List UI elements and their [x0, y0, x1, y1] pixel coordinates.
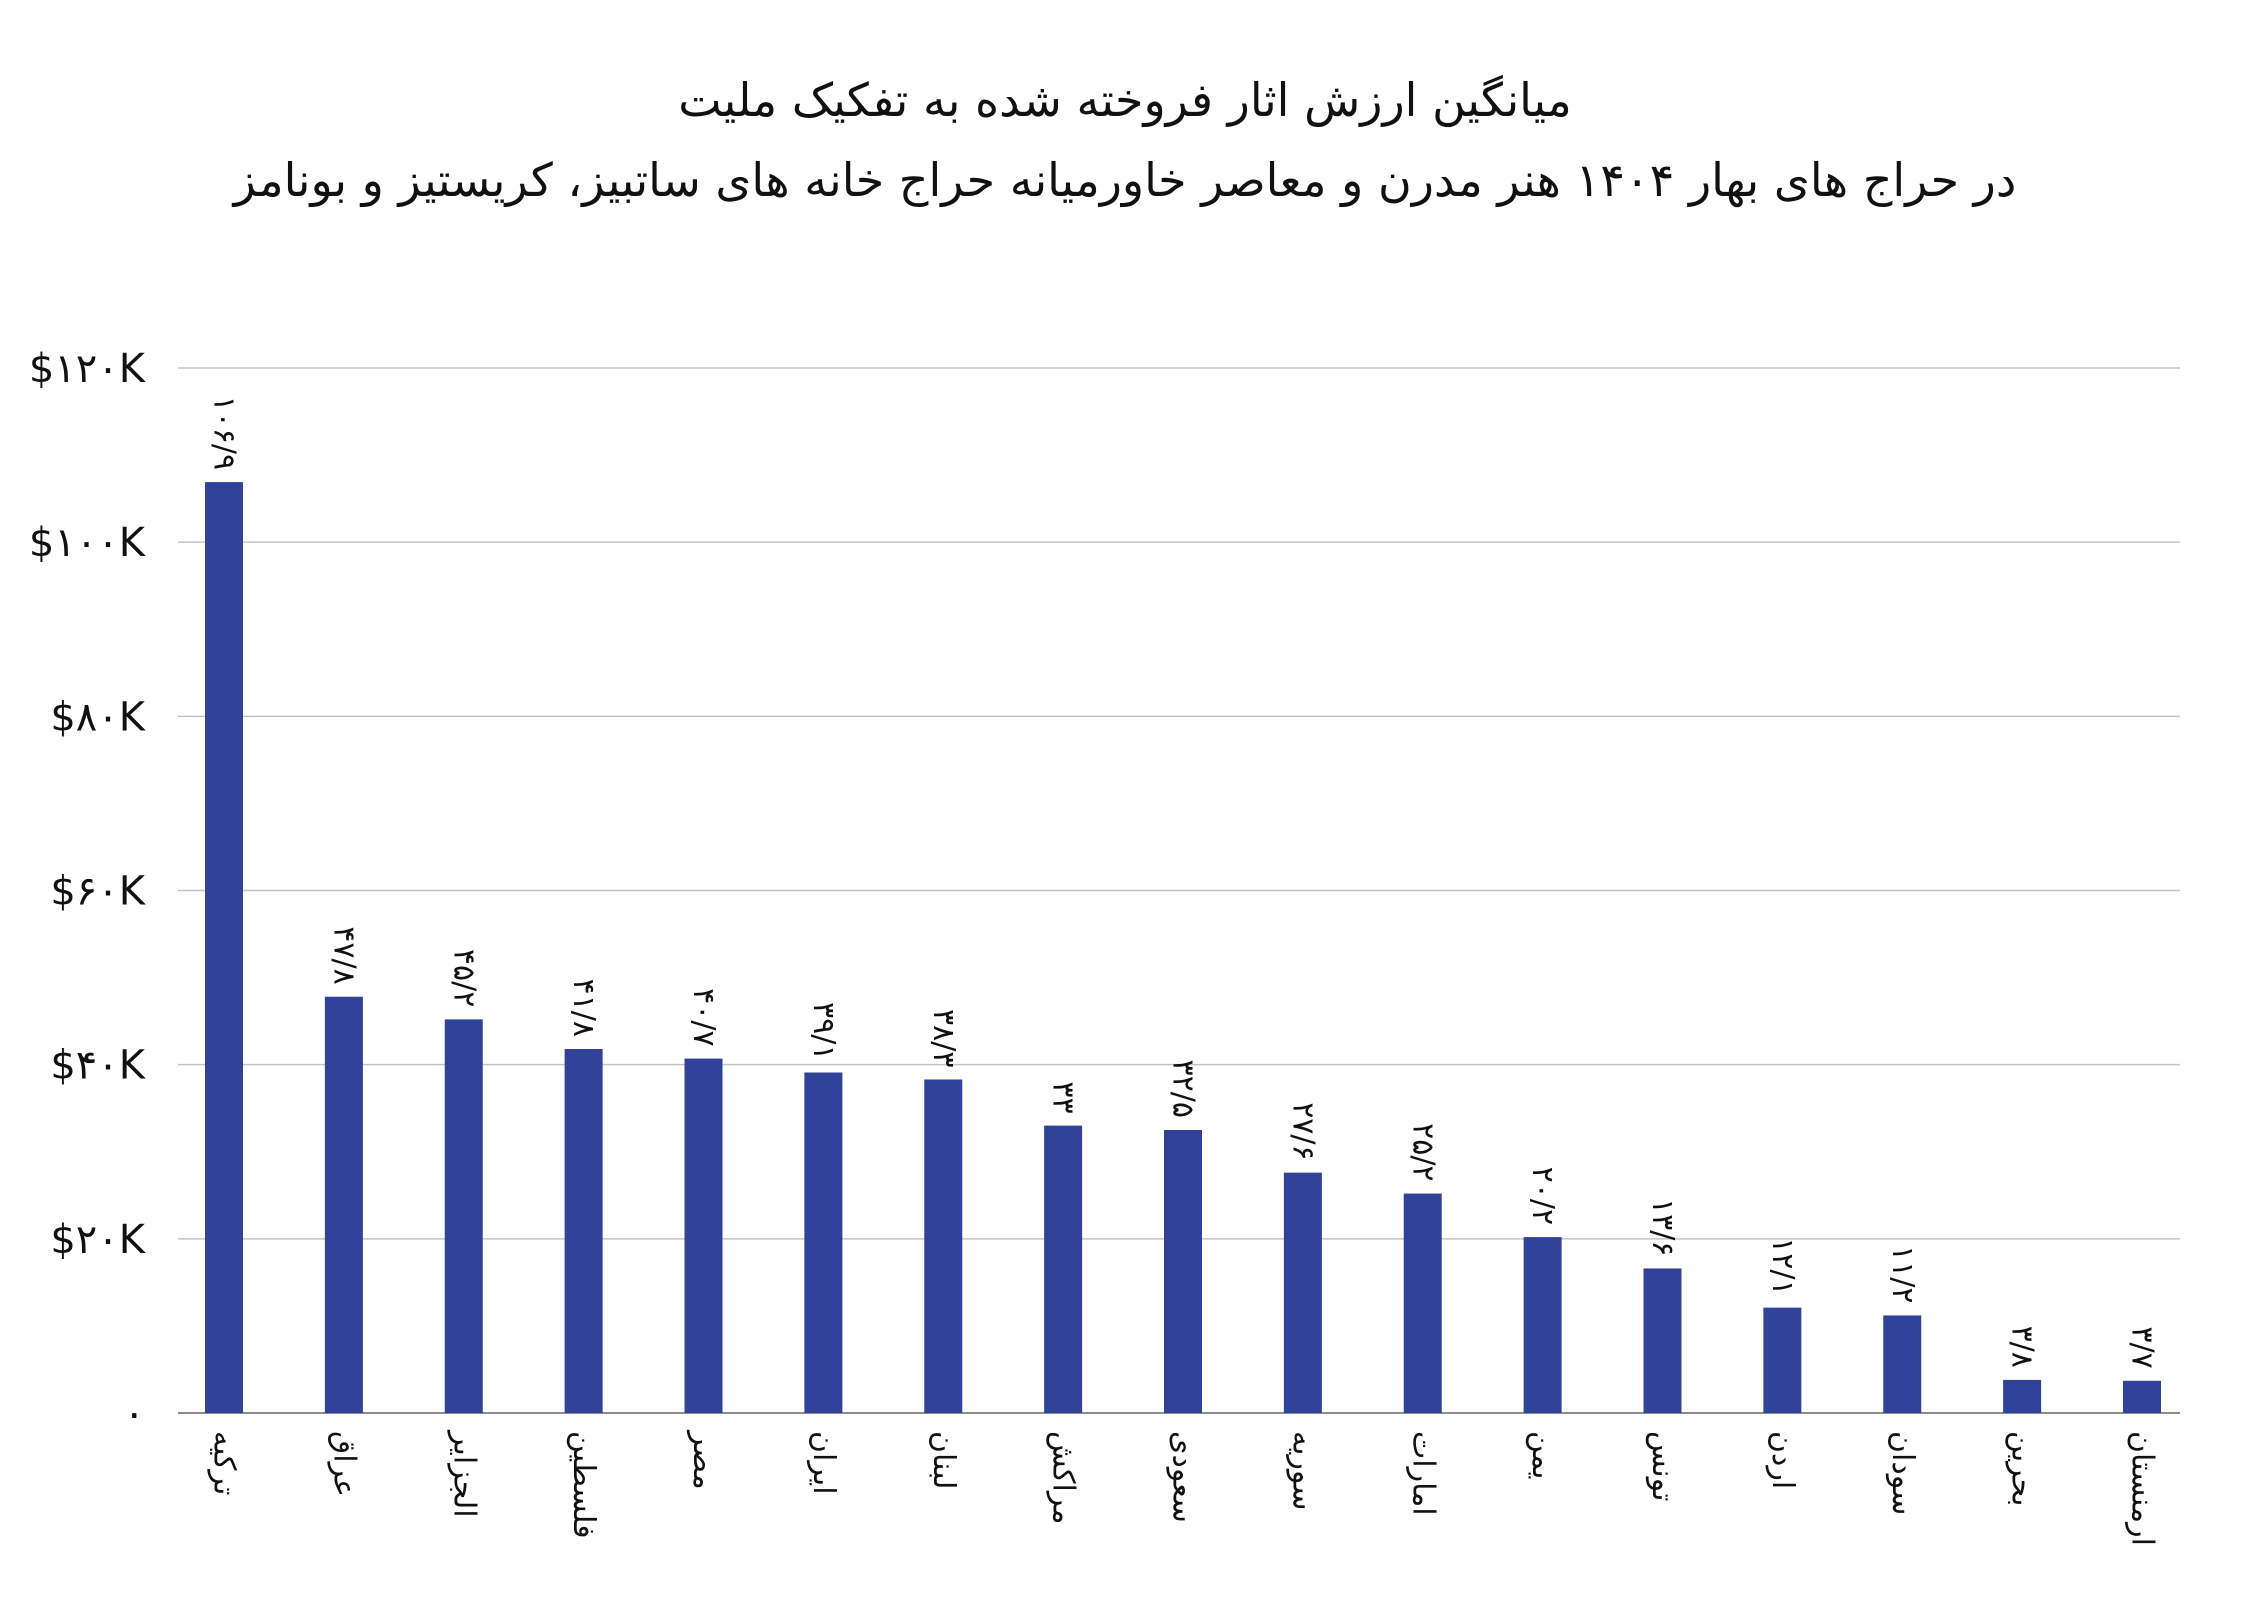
x-category-label: ترکیه [207, 1431, 242, 1495]
chart-title-block: میانگین ارزش اثار فروخته شده به تفکیک مل… [0, 60, 2250, 220]
bar [564, 1048, 603, 1413]
bar-value-label: ۲۷/۶ [1285, 1102, 1320, 1160]
x-category-label: تونس [1645, 1431, 1680, 1501]
bar [324, 996, 363, 1413]
bar-value-label: ۳۹/۱ [806, 1002, 841, 1060]
chart-title: میانگین ارزش اثار فروخته شده به تفکیک مل… [678, 73, 1572, 127]
chart-subtitle: در حراج های بهار ۱۴۰۴ هنر مدرن و معاصر خ… [233, 153, 2017, 207]
x-category-label: ایران [806, 1431, 841, 1495]
bar-value-label: ۳۳ [1046, 1081, 1081, 1113]
bar [804, 1072, 843, 1413]
y-tick-label: $۶۰K [50, 869, 146, 915]
x-category-label: اردن [1765, 1431, 1800, 1489]
x-category-label: عراق [326, 1431, 361, 1497]
value-labels: ۱۰۶/۹ ۴۷/۸ ۴۵/۲ ۴۱/۸ ۴۰/۷ ۳۹/۱ ۳۸/۳ ۳۳ ۳۲/۵ ۲۷/۶ ۲… [207, 396, 2160, 1369]
bar [1643, 1268, 1682, 1413]
bar-value-label: ۴۷/۸ [326, 926, 361, 984]
bar-value-label: ۱۳/۶ [1645, 1198, 1680, 1256]
bar [1523, 1237, 1562, 1413]
x-category-label: امارات [1405, 1431, 1440, 1516]
x-category-label: سوریه [1285, 1431, 1320, 1511]
x-category-label: بحرین [2005, 1431, 2040, 1506]
bar-value-label: ۱۱/۲ [1885, 1245, 1920, 1303]
bar [1763, 1307, 1802, 1413]
x-category-label: مصر [686, 1429, 721, 1490]
bar [444, 1019, 483, 1413]
bar [1403, 1193, 1442, 1413]
x-category-label: سودان [1885, 1431, 1920, 1515]
bar-value-label: ۳/۷ [2125, 1326, 2160, 1368]
bar [684, 1058, 723, 1413]
bar [924, 1079, 963, 1413]
y-tick-label: $۸۰K [50, 694, 146, 740]
bar-value-label: ۱۲/۱ [1765, 1237, 1800, 1295]
bar [1283, 1172, 1322, 1413]
bar-value-label: ۳۲/۵ [1166, 1060, 1201, 1118]
y-tick-label: ۰ [124, 1391, 145, 1437]
x-category-label: ارمنستان [2125, 1431, 2160, 1546]
y-tick-label: $۱۲۰K [29, 346, 147, 392]
y-tick-label: $۱۰۰K [29, 520, 147, 566]
bar-value-label: ۲۰/۲ [1525, 1167, 1560, 1225]
bars [205, 482, 2161, 1413]
bar-value-label: ۳/۸ [2005, 1326, 2040, 1368]
y-axis-tick-labels: ۰ $۲۰K $۴۰K $۶۰K $۸۰K $۱۰۰K $۱۲۰K [29, 346, 147, 1437]
bar-value-label: ۱۰۶/۹ [207, 396, 242, 471]
x-category-label: فلسطین [566, 1431, 601, 1539]
bar [1044, 1125, 1083, 1413]
bar-value-label: ۴۰/۷ [686, 988, 721, 1046]
y-tick-label: $۴۰K [50, 1043, 146, 1089]
bar [205, 482, 243, 1413]
x-category-label: یمن [1525, 1431, 1560, 1480]
bar-value-label: ۳۸/۳ [926, 1009, 961, 1067]
x-category-label: الجزایر [446, 1429, 481, 1518]
bar-value-label: ۲۵/۲ [1405, 1123, 1440, 1181]
bar [1883, 1315, 1922, 1413]
x-category-label: لبنان [926, 1431, 961, 1489]
x-category-label: مراکش [1046, 1431, 1081, 1525]
y-tick-label: $۲۰K [50, 1217, 146, 1263]
bar [1164, 1129, 1202, 1413]
bar [2003, 1379, 2042, 1413]
x-category-label: سعودی [1166, 1431, 1201, 1523]
x-axis-labels: ترکیه عراق الجزایر فلسطین مصر ایران لبنان مراکش… [207, 1429, 2160, 1546]
bar-value-label: ۴۱/۸ [566, 979, 601, 1037]
bar [2123, 1380, 2161, 1413]
bar-value-label: ۴۵/۲ [446, 949, 481, 1007]
